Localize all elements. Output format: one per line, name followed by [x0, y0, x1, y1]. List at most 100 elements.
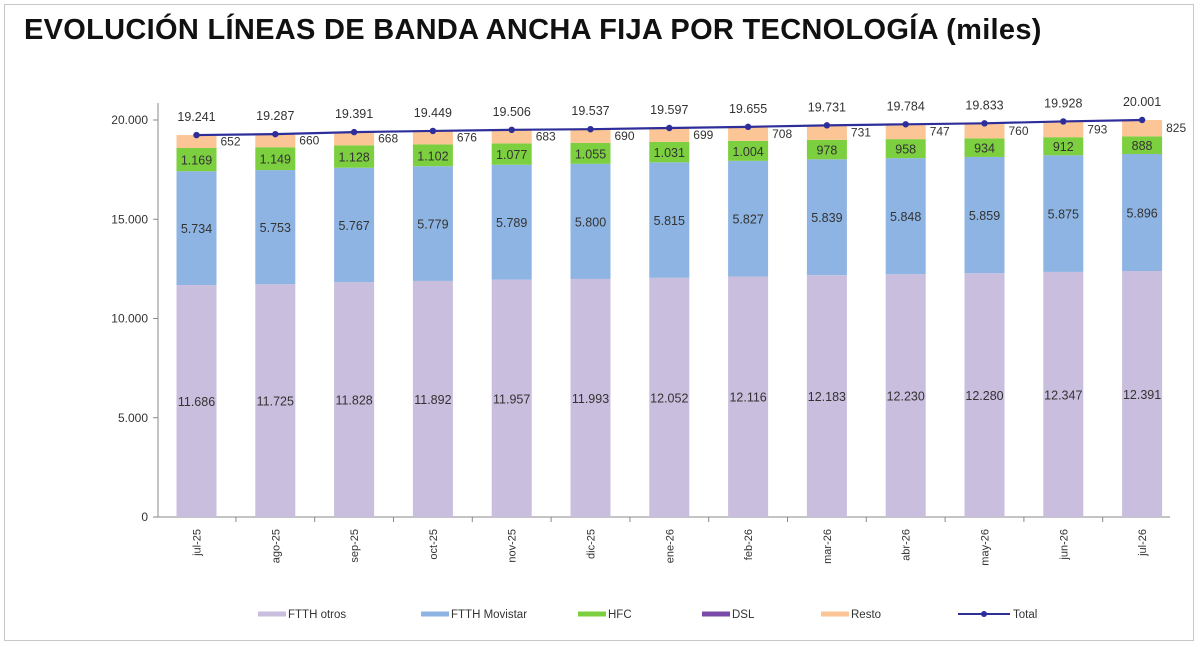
- total-label: 19.833: [965, 98, 1003, 112]
- data-label-ftth-movistar: 5.779: [417, 218, 448, 232]
- data-label-resto: 760: [1009, 124, 1029, 138]
- x-tick-label: nov-25: [507, 529, 519, 563]
- x-tick-label: dic-25: [586, 529, 598, 559]
- bar-segment-hfc: [334, 145, 375, 168]
- total-point: [902, 121, 909, 128]
- total-point: [744, 123, 752, 131]
- legend-swatch-ftth-otros: [258, 611, 286, 617]
- bar-segment-ftth-movistar: [491, 164, 532, 280]
- legend-label: Total: [1013, 609, 1037, 621]
- data-label-resto: 708: [772, 127, 792, 141]
- x-tick-label: abr-26: [901, 529, 913, 561]
- bar-segment-hfc: [728, 140, 769, 161]
- total-label: 19.731: [808, 100, 846, 114]
- data-label-ftth-movistar: 5.789: [496, 216, 527, 230]
- x-tick-label: jul-26: [1137, 529, 1149, 557]
- data-label-hfc: 888: [1132, 139, 1153, 153]
- bar-segment-resto: [412, 130, 453, 145]
- data-label-ftth-movistar: 5.800: [575, 215, 606, 229]
- bar-segment-hfc: [491, 143, 532, 165]
- y-tick-label: 5.000: [118, 411, 148, 425]
- data-label-ftth-otros: 12.116: [729, 391, 766, 405]
- bar-segment-resto: [491, 129, 532, 144]
- total-point: [587, 125, 594, 133]
- data-label-hfc: 912: [1053, 140, 1074, 154]
- bar-segment-ftth-otros: [649, 277, 690, 517]
- total-label: 19.784: [887, 99, 925, 113]
- y-tick-label: 0: [141, 510, 148, 524]
- data-label-hfc: 934: [974, 142, 995, 156]
- total-label: 19.655: [729, 102, 767, 116]
- bar-segment-hfc: [649, 141, 690, 163]
- total-point: [666, 124, 673, 132]
- data-label-hfc: 978: [816, 144, 837, 158]
- data-label-ftth-movistar: 5.896: [1126, 207, 1157, 221]
- total-point: [272, 130, 279, 138]
- total-label: 19.597: [650, 103, 688, 117]
- x-tick-label: oct-25: [428, 529, 440, 560]
- bar-segment-ftth-movistar: [255, 170, 296, 285]
- data-label-ftth-otros: 11.725: [257, 395, 294, 409]
- bar-segment-ftth-otros: [255, 284, 296, 517]
- total-label: 19.287: [256, 109, 294, 123]
- bar-segment-hfc: [255, 147, 296, 171]
- data-label-resto: 660: [299, 134, 319, 148]
- bar-segment-hfc: [176, 148, 217, 172]
- data-label-resto: 825: [1166, 121, 1186, 135]
- bar-segment-ftth-otros: [806, 275, 847, 517]
- data-label-ftth-otros: 12.230: [887, 390, 925, 404]
- data-label-resto: 652: [221, 135, 241, 149]
- bar-segment-ftth-movistar: [334, 167, 375, 283]
- total-point: [1138, 116, 1146, 124]
- legend-label: Resto: [851, 609, 881, 621]
- data-label-ftth-movistar: 5.815: [654, 214, 685, 228]
- bar-segment-resto: [649, 127, 690, 142]
- bar-segment-ftth-movistar: [806, 159, 847, 276]
- total-label: 19.391: [335, 107, 373, 121]
- data-label-ftth-movistar: 5.848: [890, 210, 921, 224]
- data-label-hfc: 1.004: [732, 145, 763, 159]
- bar-segment-resto: [728, 126, 769, 141]
- data-label-resto: 683: [536, 130, 556, 144]
- y-tick-label: 15.000: [111, 212, 148, 226]
- bar-segment-resto: [885, 124, 926, 140]
- bar-segment-hfc: [885, 139, 926, 159]
- data-label-ftth-movistar: 5.859: [969, 209, 1000, 223]
- bar-segment-ftth-otros: [412, 280, 453, 517]
- data-label-ftth-movistar: 5.839: [811, 211, 842, 225]
- bar-segment-ftth-movistar: [885, 158, 926, 275]
- data-label-resto: 747: [930, 125, 950, 139]
- data-label-ftth-otros: 12.280: [965, 389, 1003, 403]
- bar-segment-ftth-movistar: [649, 162, 690, 278]
- data-label-hfc: 1.031: [654, 146, 685, 160]
- bar-segment-hfc: [412, 144, 453, 167]
- data-label-hfc: 1.169: [181, 154, 212, 168]
- data-label-hfc: 1.055: [575, 147, 606, 161]
- total-point: [350, 128, 358, 136]
- legend-label: DSL: [732, 609, 755, 621]
- total-point: [508, 126, 515, 134]
- legend-label: FTTH Movistar: [451, 609, 527, 621]
- chart-title: EVOLUCIÓN LÍNEAS DE BANDA ANCHA FIJA POR…: [24, 14, 1042, 46]
- total-label: 19.506: [493, 105, 531, 119]
- data-label-ftth-movistar: 5.827: [732, 213, 763, 227]
- data-label-ftth-movistar: 5.767: [338, 219, 369, 233]
- bar-segment-ftth-otros: [176, 285, 217, 517]
- bar-segment-resto: [1043, 121, 1084, 138]
- data-label-ftth-otros: 11.957: [493, 392, 530, 406]
- bar-segment-ftth-otros: [1122, 271, 1163, 517]
- data-label-ftth-movistar: 5.734: [181, 222, 212, 236]
- data-label-ftth-otros: 11.828: [335, 394, 372, 408]
- data-label-ftth-otros: 11.686: [178, 395, 215, 409]
- y-tick-label: 20.000: [111, 113, 148, 127]
- legend-marker-total: [981, 611, 987, 617]
- bar-segment-resto: [570, 129, 611, 143]
- total-point: [193, 131, 200, 139]
- data-label-resto: 731: [851, 126, 871, 140]
- data-label-ftth-otros: 12.391: [1123, 388, 1161, 402]
- bar-segment-ftth-otros: [334, 282, 375, 517]
- y-tick-label: 10.000: [111, 312, 148, 326]
- bar-segment-resto: [1122, 120, 1163, 137]
- data-label-hfc: 1.149: [260, 153, 291, 167]
- x-tick-label: may-26: [980, 529, 992, 566]
